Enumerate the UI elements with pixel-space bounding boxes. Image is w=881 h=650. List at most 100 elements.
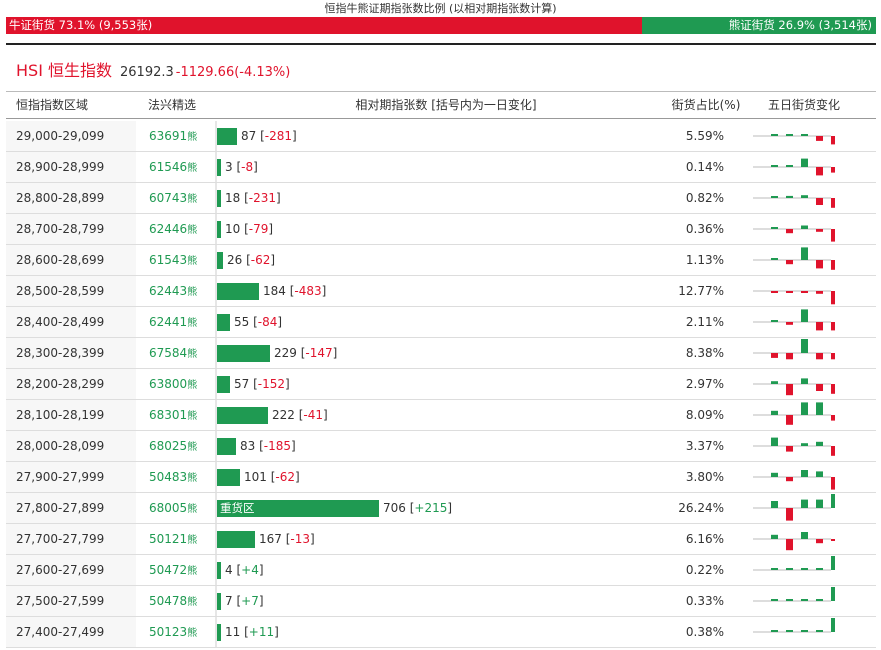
warrant-code-link[interactable]: 60743熊 — [138, 183, 215, 213]
range-cell: 28,800-28,899 — [6, 183, 136, 213]
outstanding-pct: 3.37% — [685, 439, 724, 453]
warrant-code-link[interactable]: 62441熊 — [138, 307, 215, 337]
bear-tag: 熊 — [187, 504, 198, 515]
bracket-close: ] — [277, 315, 283, 329]
warrant-code: 50123 — [149, 625, 188, 639]
warrant-code: 63691 — [149, 129, 188, 143]
sparkline-bar — [801, 630, 808, 632]
warrant-code: 61543 — [149, 253, 188, 267]
contracts-bar — [217, 468, 240, 486]
daily-change: -185 — [263, 439, 292, 453]
relative-contracts-cell: 229 [-147] — [217, 338, 667, 368]
five-day-change-sparkline — [753, 400, 835, 430]
sparkline-bar — [831, 384, 835, 394]
contracts-count: 7 — [225, 594, 233, 608]
warrant-code-link[interactable]: 67584熊 — [138, 338, 215, 368]
outstanding-pct: 2.11% — [685, 315, 724, 329]
table-header: 恒指指数区域 法兴精选 相对期指张数 [括号内为一日变化] 街货占比(%) 五日… — [6, 91, 876, 119]
table-row: 27,700-27,799 50121熊 167 [-13] 6.16% — [6, 524, 876, 555]
column-separator — [215, 400, 217, 430]
warrant-code-link[interactable]: 63800熊 — [138, 369, 215, 399]
warrant-code-link[interactable]: 68301熊 — [138, 400, 215, 430]
range-cell: 28,400-28,499 — [6, 307, 136, 337]
warrant-code-link[interactable]: 61546熊 — [138, 152, 215, 182]
bracket-close: ] — [274, 625, 279, 639]
contracts-value: 4 [+4] — [225, 563, 264, 577]
warrant-code-link[interactable]: 61543熊 — [138, 245, 215, 275]
warrant-code-link[interactable]: 62446熊 — [138, 214, 215, 244]
contracts-value: 57 [-152] — [234, 377, 290, 391]
range-cell: 28,300-28,399 — [6, 338, 136, 368]
bracket-close: ] — [285, 377, 290, 391]
column-separator — [215, 617, 217, 647]
table-row: 27,800-27,899 68005熊 重货区 706 [+215] 26.24% — [6, 493, 876, 524]
contracts-value: 229 [-147] — [274, 346, 337, 360]
five-day-change-sparkline — [753, 307, 835, 337]
relative-contracts-cell: 55 [-84] — [217, 307, 667, 337]
sparkline-bar — [771, 381, 778, 384]
table-row: 28,700-28,799 62446熊 10 [-79] 0.36% — [6, 214, 876, 245]
range-cell: 27,800-27,899 — [6, 493, 136, 523]
five-day-change-sparkline — [753, 555, 835, 585]
range-cell: 27,600-27,699 — [6, 555, 136, 585]
table-row: 28,300-28,399 67584熊 229 [-147] 8.38% — [6, 338, 876, 369]
index-summary: HSI 恒生指数 26192.3 -1129.66(-4.13%) — [16, 57, 291, 80]
bracket-close: ] — [323, 408, 328, 422]
range-cell: 27,500-27,599 — [6, 586, 136, 616]
daily-change: -281 — [264, 129, 293, 143]
sparkline-bar — [816, 599, 823, 601]
sparkline-bar — [816, 384, 823, 391]
table-row: 28,900-28,999 61546熊 3 [-8] 0.14% — [6, 152, 876, 183]
sparkline-bar — [786, 539, 793, 551]
sparkline-bar — [786, 568, 793, 570]
contracts-bar — [217, 220, 221, 238]
column-separator — [215, 493, 217, 523]
table-row: 27,500-27,599 50478熊 7 [+7] 0.33% — [6, 586, 876, 617]
index-name[interactable]: HSI 恒生指数 — [16, 61, 112, 80]
sparkline-bar — [801, 247, 808, 260]
warrant-code-link[interactable]: 50478熊 — [138, 586, 215, 616]
warrant-code-link[interactable]: 50472熊 — [138, 555, 215, 585]
index-change: -1129.66(-4.13%) — [175, 65, 291, 80]
column-separator — [215, 214, 217, 244]
range-cell: 28,500-28,599 — [6, 276, 136, 306]
bracket-open: [ — [240, 222, 249, 236]
five-day-change-sparkline — [753, 152, 835, 182]
sparkline-bar — [771, 437, 778, 446]
warrant-code-link[interactable]: 63691熊 — [138, 121, 215, 151]
warrant-code-link[interactable]: 50121熊 — [138, 524, 215, 554]
column-separator — [215, 183, 217, 213]
warrant-code-link[interactable]: 50483熊 — [138, 462, 215, 492]
warrant-code: 62443 — [149, 284, 188, 298]
contracts-bar — [217, 189, 221, 207]
bracket-close: ] — [258, 594, 264, 608]
warrant-code-link[interactable]: 50123熊 — [138, 617, 215, 647]
warrant-code-link[interactable]: 68005熊 — [138, 493, 215, 523]
sparkline-bar — [831, 618, 835, 632]
column-separator — [215, 586, 217, 616]
sparkline-bar — [831, 136, 835, 145]
bracket-close: ] — [268, 222, 274, 236]
sparkline-bar — [831, 587, 835, 601]
sparkline-bar — [801, 195, 808, 198]
contracts-bar — [217, 313, 230, 331]
sparkline-bar — [831, 229, 835, 242]
bear-tag: 熊 — [187, 194, 198, 205]
contracts-value: 18 [-231] — [225, 191, 281, 205]
warrant-code-link[interactable]: 68025熊 — [138, 431, 215, 461]
sparkline-bar — [786, 134, 793, 136]
contracts-count: 10 — [225, 222, 241, 236]
table-row: 28,200-28,299 63800熊 57 [-152] 2.97% — [6, 369, 876, 400]
five-day-change-sparkline — [753, 431, 835, 461]
sparkline-bar — [771, 196, 778, 198]
outstanding-pct: 0.22% — [685, 563, 724, 577]
bracket-open: [ — [240, 191, 249, 205]
outstanding-pct: 6.16% — [685, 532, 724, 546]
warrant-code: 60743 — [149, 191, 188, 205]
contracts-value: 83 [-185] — [240, 439, 296, 453]
table-row: 28,800-28,899 60743熊 18 [-231] 0.82% — [6, 183, 876, 214]
sparkline-bar — [786, 195, 793, 198]
warrant-code-link[interactable]: 62443熊 — [138, 276, 215, 306]
bracket-open: [ — [249, 377, 258, 391]
section-divider — [6, 43, 876, 45]
